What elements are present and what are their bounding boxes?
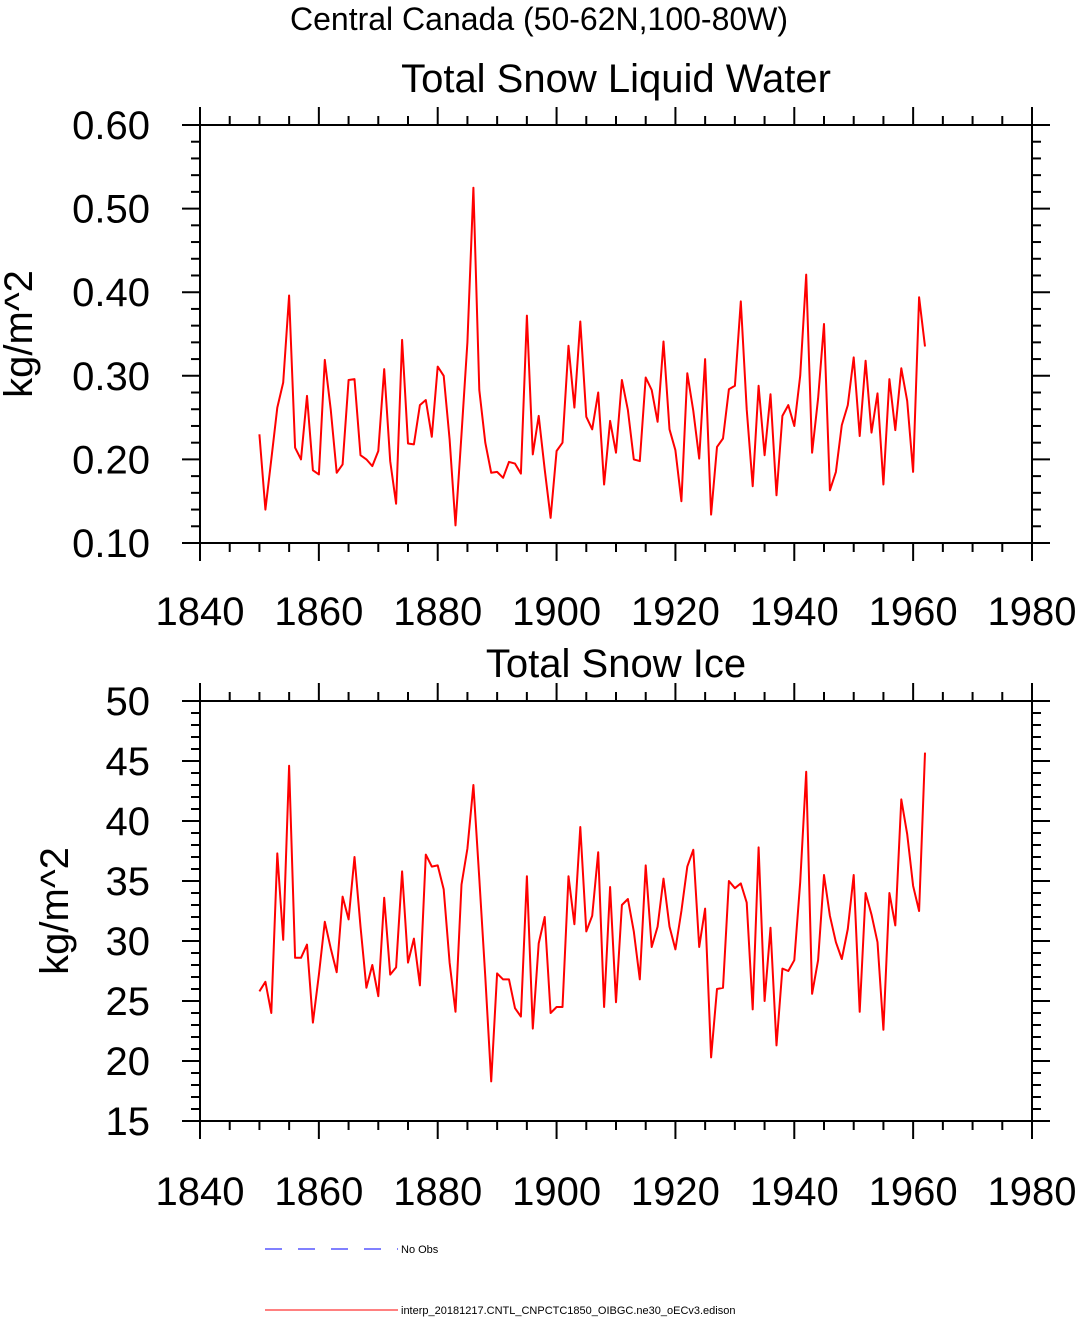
y-tick-label: 40 — [106, 800, 151, 844]
x-tick-label: 1840 — [156, 1170, 245, 1214]
snow-ice-chart: Total Snow Ice kg/m^2 1840 1860 1880 1900 19… — [33, 642, 1076, 1214]
y-tick-label: 25 — [106, 980, 151, 1024]
y-tick-label: 0.30 — [72, 355, 150, 399]
legend-item-model: interp_20181217.CNTL_CNPCTC1850_OIBGC.ne… — [265, 1305, 735, 1317]
x-tick-label: 1980 — [988, 1170, 1077, 1214]
series-line — [258, 186, 926, 527]
x-tick-label: 1980 — [988, 590, 1077, 634]
y-axis-label: kg/m^2 — [0, 270, 41, 398]
x-tick-label: 1940 — [750, 1170, 839, 1214]
plot-frame — [199, 124, 1033, 544]
y-axis-label: kg/m^2 — [33, 847, 77, 975]
series-line — [258, 752, 926, 1083]
snow-liquid-water-chart: Total Snow Liquid Water kg/m^2 1840 1860 1… — [0, 57, 1076, 634]
y-tick-label: 0.40 — [72, 271, 150, 315]
x-tick-label: 1900 — [512, 1170, 601, 1214]
y-tick-label: 0.50 — [72, 188, 150, 232]
x-tick-label: 1860 — [274, 590, 363, 634]
y-tick-label: 0.10 — [72, 522, 150, 566]
y-tick-label: 35 — [106, 860, 151, 904]
y-tick-label: 0.60 — [72, 104, 150, 148]
x-tick-label: 1940 — [750, 590, 839, 634]
x-tick-label: 1920 — [631, 590, 720, 634]
legend: No Obs interp_20181217.CNTL_CNPCTC1850_O… — [265, 1244, 735, 1317]
x-tick-label: 1880 — [393, 1170, 482, 1214]
legend-label: No Obs — [401, 1244, 439, 1256]
x-tick-label: 1880 — [393, 590, 482, 634]
chart-title: Total Snow Liquid Water — [401, 57, 831, 101]
y-tick-label: 15 — [106, 1100, 151, 1144]
x-tick-label: 1960 — [869, 1170, 958, 1214]
page-title: Central Canada (50-62N,100-80W) — [290, 1, 788, 37]
x-tick-label: 1920 — [631, 1170, 720, 1214]
legend-label: interp_20181217.CNTL_CNPCTC1850_OIBGC.ne… — [401, 1305, 735, 1317]
y-tick-label: 45 — [106, 740, 151, 784]
chart-title: Total Snow Ice — [486, 642, 746, 686]
y-tick-label: 0.20 — [72, 438, 150, 482]
y-tick-label: 50 — [106, 680, 151, 724]
x-tick-label: 1960 — [869, 590, 958, 634]
x-tick-label: 1900 — [512, 590, 601, 634]
x-tick-label: 1840 — [156, 590, 245, 634]
legend-item-no-obs: No Obs — [265, 1244, 439, 1256]
plot-frame — [199, 700, 1033, 1122]
y-tick-label: 20 — [106, 1040, 151, 1084]
y-tick-label: 30 — [106, 920, 151, 964]
x-tick-label: 1860 — [274, 1170, 363, 1214]
